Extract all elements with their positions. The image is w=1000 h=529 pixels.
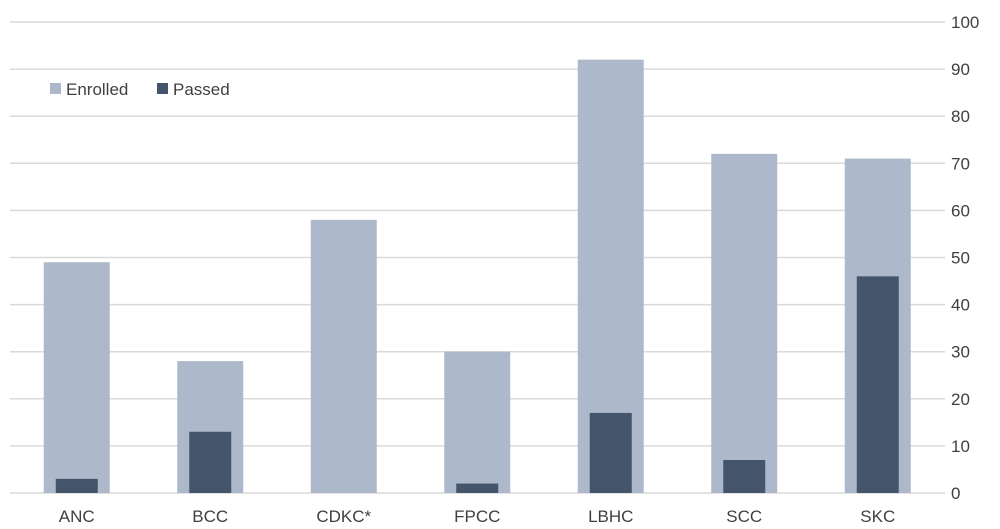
- gridlines: [10, 21, 945, 494]
- y-tick-label: 0: [951, 484, 960, 503]
- bar-passed-lbhc: [589, 412, 632, 493]
- bar-passed-anc: [55, 478, 98, 493]
- x-tick-label: CDKC*: [316, 507, 371, 526]
- bar-enrolled-anc: [43, 262, 110, 493]
- y-tick-label: 30: [951, 343, 970, 362]
- y-tick-label: 10: [951, 437, 970, 456]
- legend-swatch-passed: [157, 83, 168, 94]
- y-tick-label: 90: [951, 60, 970, 79]
- x-tick-label: ANC: [59, 507, 95, 526]
- y-tick-label: 80: [951, 107, 970, 126]
- y-tick-label: 60: [951, 201, 970, 220]
- bar-passed-bcc: [189, 431, 232, 493]
- legend: Enrolled Passed: [50, 80, 230, 99]
- bar-enrolled-fpcc: [444, 351, 511, 493]
- x-axis-ticks: ANC BCC CDKC* FPCC LBHC SCC SKC: [59, 507, 895, 526]
- legend-swatch-enrolled: [50, 83, 61, 94]
- bar-enrolled-scc: [711, 153, 778, 493]
- legend-label-passed: Passed: [173, 80, 230, 99]
- y-axis-ticks: 0 10 20 30 40 50 60 70 80 90 100: [951, 13, 979, 503]
- x-tick-label: SKC: [860, 507, 895, 526]
- y-tick-label: 50: [951, 249, 970, 268]
- bar-passed-scc: [723, 460, 766, 493]
- x-tick-label: SCC: [726, 507, 762, 526]
- x-tick-label: FPCC: [454, 507, 500, 526]
- bars: [43, 59, 911, 494]
- bar-passed-fpcc: [456, 483, 499, 493]
- y-tick-label: 20: [951, 390, 970, 409]
- y-tick-label: 40: [951, 296, 970, 315]
- bar-passed-skc: [856, 276, 899, 493]
- y-tick-label: 100: [951, 13, 979, 32]
- x-tick-label: BCC: [192, 507, 228, 526]
- bar-enrolled-cdkc: [310, 219, 377, 493]
- x-tick-label: LBHC: [588, 507, 633, 526]
- y-tick-label: 70: [951, 154, 970, 173]
- legend-label-enrolled: Enrolled: [66, 80, 128, 99]
